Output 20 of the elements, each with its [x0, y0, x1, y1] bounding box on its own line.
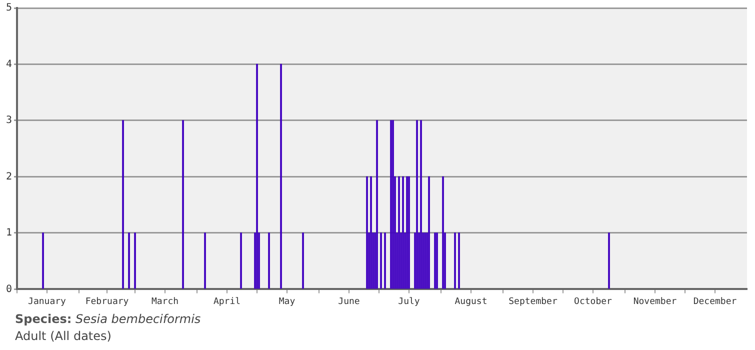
y-tick-label: 4 [6, 58, 12, 70]
y-tick-label: 2 [6, 171, 12, 182]
x-tick-label: March [151, 296, 179, 307]
x-tick-label: October [574, 296, 613, 307]
x-tick-label: September [508, 296, 558, 307]
x-tick-label: May [278, 296, 296, 307]
x-tick-label: April [213, 296, 241, 307]
y-tick-label: 3 [6, 115, 12, 126]
y-tick-label: 5 [6, 2, 12, 14]
x-tick-label: July [398, 296, 420, 307]
x-tick-label: February [85, 296, 130, 307]
x-tick-label: December [693, 296, 738, 307]
x-tick-label: June [338, 296, 360, 307]
y-tick-label: 1 [6, 228, 12, 239]
x-tick-label: November [633, 296, 678, 307]
x-tick-label: January [28, 296, 67, 307]
text: Species: Sesia bembeciformis [15, 312, 201, 326]
text: Adult (All dates) [15, 328, 112, 345]
y-tick-label: 0 [6, 284, 12, 295]
x-tick-label: August [454, 296, 488, 307]
